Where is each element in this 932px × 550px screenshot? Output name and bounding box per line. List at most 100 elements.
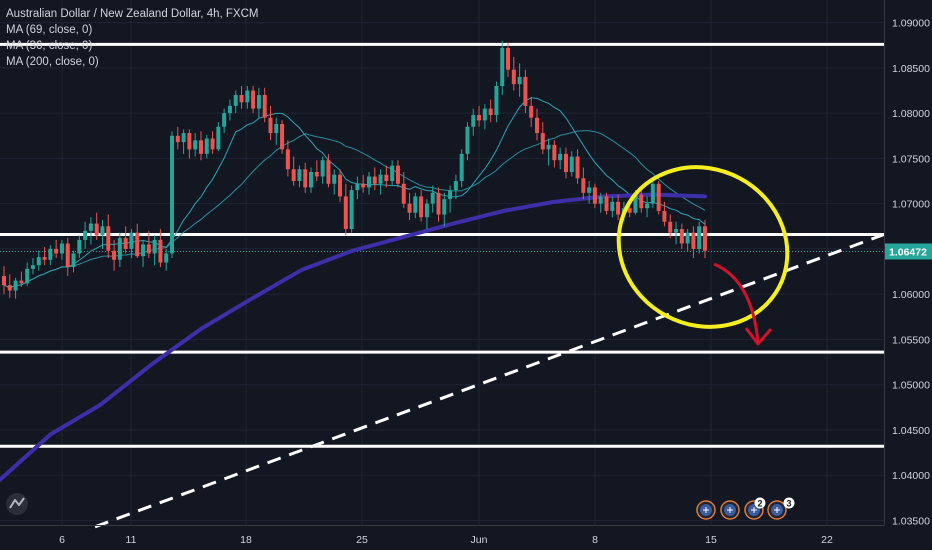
- candle-body: [222, 113, 227, 127]
- x-tick-label: 8: [592, 534, 598, 546]
- candle-body: [703, 226, 707, 251]
- candle-body: [569, 156, 574, 172]
- candle-body: [309, 171, 314, 188]
- candle-body: [563, 153, 568, 172]
- candle-body: [170, 135, 175, 254]
- candle-body: [506, 47, 511, 70]
- down-arrow-head: [744, 327, 773, 346]
- candle-body: [407, 203, 412, 213]
- candle-body: [471, 114, 476, 127]
- candle-body: [152, 239, 157, 254]
- candle-body: [181, 133, 186, 143]
- ascending-trendline: [94, 233, 885, 529]
- candle-body: [668, 221, 673, 233]
- candle-body: [83, 230, 88, 240]
- candle-body: [627, 208, 632, 213]
- candle-body: [338, 174, 343, 197]
- candle-body: [598, 196, 603, 204]
- candle-body: [645, 203, 650, 209]
- candle-body: [245, 90, 250, 103]
- chart-legend: Australian Dollar / New Zealand Dollar, …: [6, 6, 258, 70]
- candle-body: [366, 176, 371, 188]
- candle-body: [326, 160, 331, 184]
- candle-body: [59, 243, 64, 254]
- candle-body: [459, 153, 464, 182]
- event-count-badge: [783, 497, 795, 509]
- y-tick-label: 1.05500: [892, 334, 930, 346]
- candle-body: [488, 108, 493, 115]
- event-count-badge: [754, 497, 766, 509]
- candle-body: [7, 285, 12, 291]
- candle-body: [552, 144, 557, 161]
- candle-body: [198, 140, 203, 154]
- candlesticks: [2, 40, 707, 299]
- candle-body: [77, 239, 82, 254]
- y-tick-label: 1.03500: [892, 515, 930, 527]
- candle-body: [372, 176, 377, 184]
- x-tick-label: 18: [240, 534, 252, 546]
- y-tick-label: 1.04000: [892, 470, 930, 482]
- candle-body: [141, 244, 146, 257]
- legend-title: Australian Dollar / New Zealand Dollar, …: [6, 8, 259, 20]
- y-tick-label: 1.09000: [892, 18, 930, 30]
- candle-body: [650, 183, 655, 204]
- candle-body: [262, 95, 267, 118]
- candle-body: [534, 117, 539, 134]
- candle-body: [94, 223, 99, 236]
- candle-body: [123, 238, 128, 249]
- candle-body: [587, 187, 592, 193]
- candle-body: [511, 69, 516, 85]
- candle-body: [453, 181, 458, 191]
- candle-body: [419, 196, 424, 218]
- annotations: [616, 165, 790, 346]
- candle-body: [500, 47, 505, 86]
- candle-body: [146, 244, 151, 254]
- candle-body: [280, 124, 285, 150]
- candle-body: [529, 105, 534, 118]
- candle-body: [303, 169, 308, 188]
- flag-event-icon[interactable]: [720, 500, 740, 520]
- y-tick-label: 1.07500: [892, 153, 930, 165]
- candle-body: [291, 169, 296, 182]
- legend-ma-69: MA (69, close, 0): [6, 24, 93, 36]
- candle-body: [343, 196, 348, 230]
- candle-body: [164, 253, 169, 263]
- flag-event-icon[interactable]: [696, 500, 716, 520]
- ma-200-line: [0, 192, 707, 482]
- tradingview-logo-icon[interactable]: [6, 493, 28, 515]
- candle-body: [88, 223, 93, 231]
- candle-body: [679, 229, 684, 244]
- candle-body: [251, 90, 256, 109]
- trendline: [94, 233, 885, 529]
- candle-body: [558, 153, 563, 161]
- y-tick-label: 1.08000: [892, 108, 930, 120]
- candle-body: [332, 174, 337, 184]
- candle-body: [482, 108, 487, 121]
- candle-body: [494, 85, 499, 115]
- candle-body: [129, 232, 134, 249]
- event-flag-cross: [751, 507, 757, 513]
- candle-body: [42, 257, 47, 260]
- candle-body: [216, 126, 221, 150]
- candle-body: [401, 183, 406, 204]
- candle-body: [384, 174, 389, 182]
- candle-body: [193, 140, 198, 150]
- candle-body: [616, 201, 621, 215]
- x-tick-label: 25: [356, 534, 368, 546]
- candle-body: [465, 126, 470, 154]
- flag-event-icon[interactable]: [767, 500, 787, 520]
- event-flag-cross: [703, 507, 709, 513]
- candle-body: [390, 165, 395, 182]
- time-axis[interactable]: 6 11 18 25 Jun 8 15 22: [59, 534, 833, 546]
- candle-body: [2, 276, 6, 286]
- candle-body: [135, 232, 140, 257]
- price-tag-label: 1.06472: [889, 246, 927, 258]
- legend-ma-36: MA (36, close, 0): [6, 40, 93, 52]
- highlight-ellipse: [616, 165, 790, 329]
- candle-body: [274, 124, 279, 134]
- candle-body: [13, 280, 18, 291]
- x-tick-label: 15: [705, 534, 717, 546]
- candle-body: [592, 187, 597, 204]
